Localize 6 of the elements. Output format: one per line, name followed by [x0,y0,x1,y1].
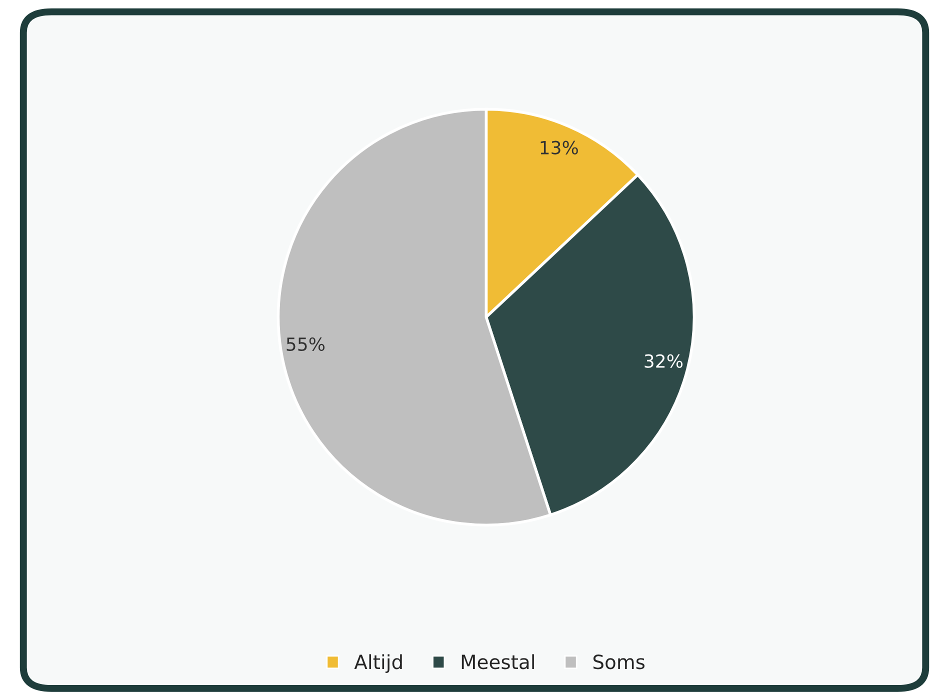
data-label: 13% [540,140,578,154]
legend-label: Soms [593,654,645,670]
legend-label: Meestal [462,654,534,670]
data-label: 55% [286,337,325,352]
legend-label: Altijd [354,654,402,674]
data-label: 32% [644,354,683,368]
